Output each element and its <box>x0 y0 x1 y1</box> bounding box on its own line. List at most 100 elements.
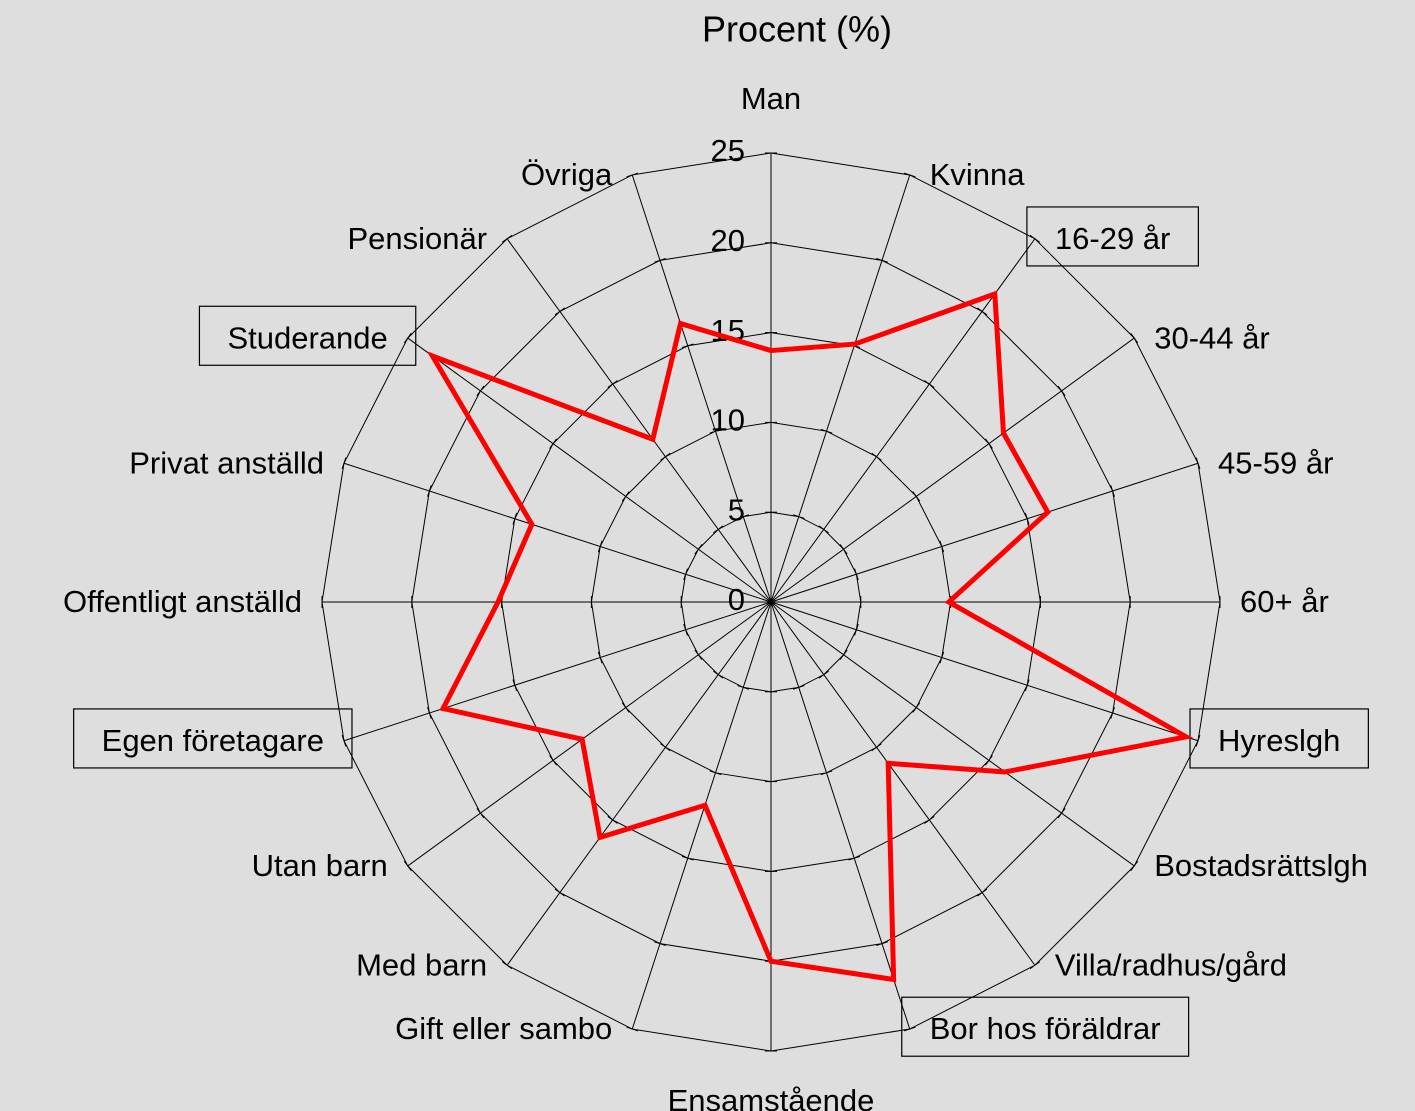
tick-mark <box>1110 485 1115 497</box>
tick-mark <box>597 651 603 664</box>
tick-mark <box>713 670 724 679</box>
tick-mark <box>501 234 513 243</box>
spoke <box>343 601 772 742</box>
tick-mark <box>694 544 703 555</box>
tick-mark <box>1195 734 1201 747</box>
spoke <box>770 601 911 1030</box>
tick-mark <box>660 452 671 461</box>
tick-mark <box>607 380 618 388</box>
label-box <box>73 708 353 769</box>
r-tick-label: 10 <box>711 403 745 438</box>
tick-mark <box>709 428 722 434</box>
tick-mark <box>924 380 935 388</box>
tick-mark <box>427 707 432 719</box>
tick-mark <box>871 743 882 752</box>
tick-mark <box>903 172 916 178</box>
spoke <box>407 337 772 603</box>
tick-mark <box>976 888 988 897</box>
category-label: 16-29 år <box>1055 221 1170 256</box>
category-label: Gift eller sambo <box>395 1011 612 1046</box>
r-tick-label: 20 <box>711 223 745 258</box>
tick-mark <box>654 941 666 946</box>
r-tick-label: 25 <box>711 133 745 168</box>
tick-mark <box>818 670 829 679</box>
tick-mark <box>512 512 518 525</box>
category-label: Offentligt anställd <box>63 584 302 619</box>
tick-mark <box>1057 385 1066 397</box>
category-label: 30-44 år <box>1154 320 1269 355</box>
tick-mark <box>985 438 993 449</box>
chart-title: Procent (%) <box>702 9 892 50</box>
label-box <box>1026 206 1199 267</box>
spoke <box>770 462 1199 603</box>
tick-mark <box>939 651 945 664</box>
tick-mark <box>501 961 513 970</box>
tick-mark <box>1024 512 1030 525</box>
tick-mark <box>654 258 666 263</box>
tick-mark <box>818 525 829 534</box>
tick-mark <box>839 544 848 555</box>
r-tick-label: 0 <box>728 582 745 617</box>
spoke <box>770 174 911 603</box>
tick-mark <box>403 860 412 872</box>
tick-mark <box>476 807 485 819</box>
tick-mark <box>427 485 432 497</box>
tick-mark <box>607 816 618 824</box>
tick-mark <box>737 514 750 519</box>
tick-mark <box>683 568 688 581</box>
category-label: Privat anställd <box>129 445 324 480</box>
category-label: Bor hos föräldrar <box>930 1011 1161 1046</box>
category-label: Hyreslgh <box>1218 723 1340 758</box>
tick-mark <box>681 343 694 349</box>
tick-mark <box>924 816 935 824</box>
spoke <box>631 174 772 603</box>
spoke <box>631 601 772 1030</box>
tick-mark <box>660 743 671 752</box>
tick-mark <box>512 679 518 692</box>
category-label: Man <box>741 81 801 116</box>
tick-mark <box>939 540 945 553</box>
category-label: Egen företagare <box>102 723 324 758</box>
tick-mark <box>876 258 888 263</box>
tick-mark <box>1029 234 1041 243</box>
tick-mark <box>1195 457 1201 470</box>
tick-mark <box>549 438 557 449</box>
label-box <box>901 996 1190 1057</box>
category-label: Med barn <box>356 947 487 982</box>
tick-mark <box>626 172 639 178</box>
spoke <box>770 337 1135 603</box>
spoke <box>770 601 1036 966</box>
tick-mark <box>554 888 566 897</box>
tick-mark <box>1110 707 1115 719</box>
spoke <box>770 601 1135 867</box>
tick-mark <box>683 623 688 636</box>
tick-mark <box>854 623 859 636</box>
spoke <box>506 601 772 966</box>
tick-mark <box>1130 332 1139 344</box>
tick-mark <box>871 452 882 461</box>
data-line <box>426 290 1194 983</box>
tick-mark <box>549 755 557 766</box>
tick-mark <box>1130 860 1139 872</box>
tick-mark <box>476 385 485 397</box>
tick-mark <box>976 307 988 316</box>
label-box <box>198 305 417 366</box>
category-label: Ensamstående <box>668 1083 875 1111</box>
tick-mark <box>854 568 859 581</box>
spoke <box>770 601 1199 742</box>
tick-mark <box>621 491 630 502</box>
tick-mark <box>848 855 861 861</box>
category-label: 45-59 år <box>1218 445 1333 480</box>
tick-mark <box>985 755 993 766</box>
tick-mark <box>912 491 921 502</box>
category-label: Utan barn <box>252 848 388 883</box>
tick-mark <box>341 734 347 747</box>
tick-mark <box>597 540 603 553</box>
tick-mark <box>681 855 694 861</box>
tick-mark <box>820 770 833 776</box>
tick-mark <box>341 457 347 470</box>
tick-mark <box>626 1026 639 1032</box>
tick-mark <box>876 941 888 946</box>
